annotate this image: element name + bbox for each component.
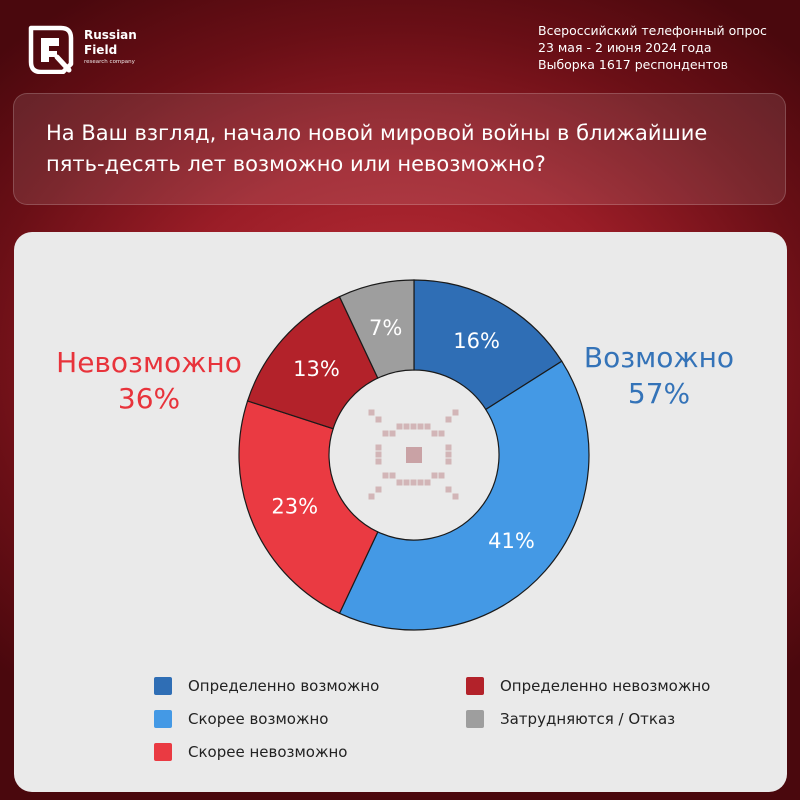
russian-field-logo (28, 25, 74, 74)
brand-line-1: Russian (84, 28, 137, 42)
legend-swatch (466, 710, 484, 728)
slice-label: 13% (293, 357, 340, 381)
possible-value: 57% (627, 377, 691, 410)
question-box: На Ваш взгляд, начало новой мировой войн… (13, 93, 786, 205)
chart-card: 16% 41% 23% 13% 7% Невозможно 36% Возможно 5… (14, 232, 787, 792)
legend-item: Определенно возможно (154, 677, 379, 695)
donut-chart: 16% 41% 23% 13% 7% (238, 279, 590, 631)
possible-summary: Возможно 57% (569, 340, 749, 412)
impossible-summary: Невозможно 36% (44, 345, 254, 417)
question-line-2: пять-десять лет возможно или невозможно? (46, 152, 546, 176)
legend-label: Определенно невозможно (500, 677, 711, 695)
legend-item: Скорее невозможно (154, 743, 347, 761)
eye-icon (368, 409, 459, 500)
legend-swatch (154, 710, 172, 728)
impossible-label: Невозможно (56, 346, 242, 379)
survey-meta: Всероссийский телефонный опрос 23 мая - … (538, 22, 767, 73)
legend-swatch (466, 677, 484, 695)
legend-item: Определенно невозможно (466, 677, 710, 695)
legend-label: Определенно возможно (188, 677, 380, 695)
survey-dates: 23 мая - 2 июня 2024 года (538, 40, 712, 55)
donut-slice (338, 279, 415, 379)
survey-type: Всероссийский телефонный опрос (538, 23, 767, 38)
brand-name: Russian Field research company (84, 28, 137, 66)
legend-swatch (154, 677, 172, 695)
slice-label: 23% (271, 495, 318, 519)
slice-label: 16% (453, 329, 500, 353)
legend-item: Затрудняются / Отказ (466, 710, 675, 728)
brand-tagline: research company (84, 59, 135, 65)
impossible-value: 36% (117, 382, 181, 415)
donut-slice (338, 360, 590, 631)
possible-label: Возможно (583, 341, 735, 374)
donut-slice (238, 400, 379, 615)
legend-item: Скорее возможно (154, 710, 328, 728)
question-line-1: На Ваш взгляд, начало новой мировой войн… (46, 121, 708, 145)
slice-label: 7% (369, 316, 402, 340)
legend-label: Скорее возможно (188, 710, 329, 728)
survey-sample: Выборка 1617 респондентов (538, 57, 728, 72)
legend-label: Затрудняются / Отказ (500, 710, 676, 728)
brand-line-2: Field (84, 43, 118, 57)
legend-label: Скорее невозможно (188, 743, 348, 761)
legend-swatch (154, 743, 172, 761)
slice-label: 41% (488, 529, 535, 553)
